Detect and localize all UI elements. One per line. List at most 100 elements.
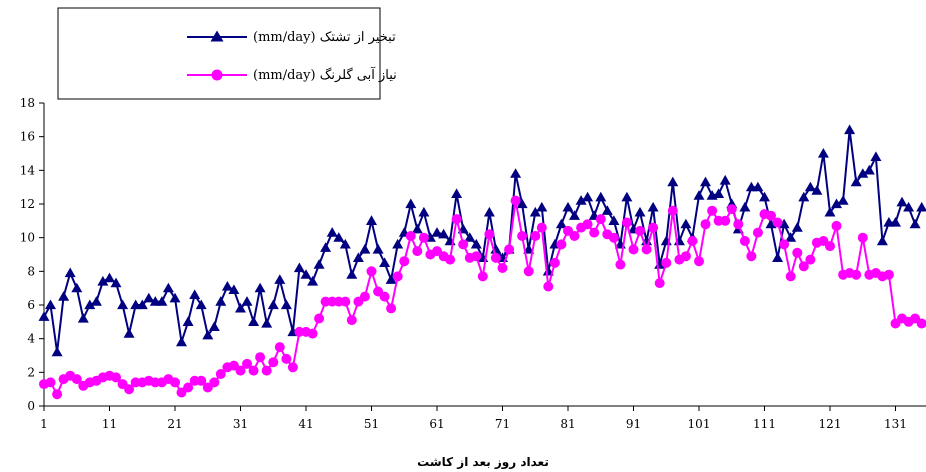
- data-point-circle: [209, 377, 220, 388]
- legend-entry-evaporation: تبخیر از تشتک (mm/day): [187, 30, 396, 45]
- data-point-triangle: [772, 252, 784, 262]
- data-point-circle: [621, 217, 632, 228]
- data-point-circle: [536, 222, 547, 233]
- data-point-triangle: [896, 196, 908, 207]
- data-point-triangle: [392, 238, 404, 249]
- x-tick-label: 71: [495, 417, 510, 431]
- y-tick-label: 0: [27, 399, 35, 413]
- data-point-triangle: [385, 274, 397, 284]
- data-point-circle: [785, 271, 796, 282]
- data-point-triangle: [110, 277, 122, 288]
- data-point-circle: [595, 214, 606, 225]
- data-point-triangle: [621, 191, 633, 202]
- data-point-triangle: [876, 235, 888, 246]
- data-point-triangle: [739, 201, 751, 212]
- data-point-triangle: [71, 282, 83, 293]
- data-point-circle: [235, 365, 246, 376]
- data-point-triangle: [909, 218, 921, 229]
- data-point-triangle: [300, 269, 312, 279]
- x-tick-label: 111: [753, 417, 776, 431]
- data-point-triangle: [510, 168, 522, 178]
- data-point-circle: [700, 219, 711, 230]
- data-point-circle: [523, 266, 534, 277]
- data-point-circle: [792, 247, 803, 258]
- data-point-triangle: [156, 296, 168, 306]
- data-point-circle: [45, 377, 56, 388]
- data-point-triangle: [700, 176, 711, 187]
- data-point-triangle: [811, 185, 823, 195]
- data-point-circle: [851, 269, 862, 280]
- data-point-triangle: [765, 218, 777, 229]
- data-point-circle: [124, 384, 135, 395]
- legend-circle-marker-icon: [211, 69, 223, 81]
- x-tick-label: 11: [102, 417, 117, 431]
- data-point-triangle: [228, 284, 240, 294]
- data-point-circle: [445, 254, 456, 265]
- x-ticks: 1 11 21 31 41 51 61 71 81 91 101 111 121 131: [40, 406, 907, 431]
- data-point-triangle: [333, 232, 345, 242]
- data-point-triangle: [634, 206, 646, 217]
- data-point-triangle: [136, 299, 148, 310]
- data-point-circle: [399, 256, 410, 267]
- data-point-circle: [726, 204, 737, 215]
- data-point-triangle: [235, 302, 246, 313]
- legend: تبخیر از تشتک (mm/day) نیاز آبی گلرنگ (m…: [57, 7, 397, 100]
- x-tick-label: 101: [688, 417, 711, 431]
- data-point-triangle: [254, 282, 266, 293]
- data-point-circle: [589, 227, 600, 238]
- data-point-triangle: [372, 243, 384, 254]
- data-point-triangle: [411, 223, 423, 234]
- data-point-triangle: [529, 206, 541, 217]
- data-point-triangle: [182, 316, 194, 326]
- data-point-circle: [261, 365, 272, 376]
- data-point-triangle: [555, 218, 567, 229]
- data-point-triangle: [850, 176, 862, 187]
- data-point-triangle: [195, 299, 207, 310]
- data-point-circle: [720, 215, 731, 226]
- data-point-circle: [608, 232, 619, 243]
- data-point-triangle: [798, 191, 810, 202]
- data-point-triangle: [759, 191, 770, 202]
- data-point-circle: [766, 210, 776, 221]
- data-point-circle: [386, 303, 397, 314]
- data-point-triangle: [117, 299, 129, 310]
- data-point-triangle: [719, 174, 731, 185]
- data-point-circle: [746, 251, 757, 262]
- data-point-triangle: [817, 148, 829, 158]
- data-point-circle: [392, 271, 403, 282]
- data-point-triangle: [916, 201, 926, 212]
- data-point-circle: [183, 382, 194, 393]
- data-point-circle: [458, 239, 469, 250]
- data-point-triangle: [647, 201, 659, 212]
- data-point-triangle: [536, 201, 548, 212]
- data-point-circle: [517, 231, 528, 241]
- y-tick-label: 14: [20, 163, 36, 177]
- data-point-triangle: [431, 227, 443, 237]
- data-point-triangle: [123, 328, 135, 338]
- data-point-triangle: [241, 296, 253, 306]
- data-point-circle: [510, 195, 521, 206]
- data-point-circle: [694, 256, 704, 267]
- data-point-circle: [543, 281, 554, 292]
- data-point-circle: [268, 357, 279, 368]
- data-point-circle: [196, 375, 207, 386]
- data-point-circle: [314, 313, 325, 324]
- series-layer: [38, 124, 926, 400]
- data-point-triangle: [608, 215, 620, 225]
- data-point-circle: [582, 219, 593, 230]
- data-point-circle: [504, 244, 515, 255]
- data-point-triangle: [667, 176, 679, 187]
- data-point-triangle: [320, 242, 332, 252]
- data-point-triangle: [189, 289, 201, 299]
- legend-box: [57, 7, 381, 100]
- data-point-triangle: [903, 201, 915, 212]
- data-point-circle: [752, 227, 763, 238]
- data-point-triangle: [693, 190, 705, 200]
- data-point-circle: [556, 239, 567, 250]
- data-point-triangle: [84, 299, 96, 310]
- data-point-circle: [451, 214, 462, 225]
- data-point-triangle: [313, 259, 325, 269]
- x-tick-label: 41: [298, 417, 313, 431]
- x-tick-label: 1: [40, 417, 48, 431]
